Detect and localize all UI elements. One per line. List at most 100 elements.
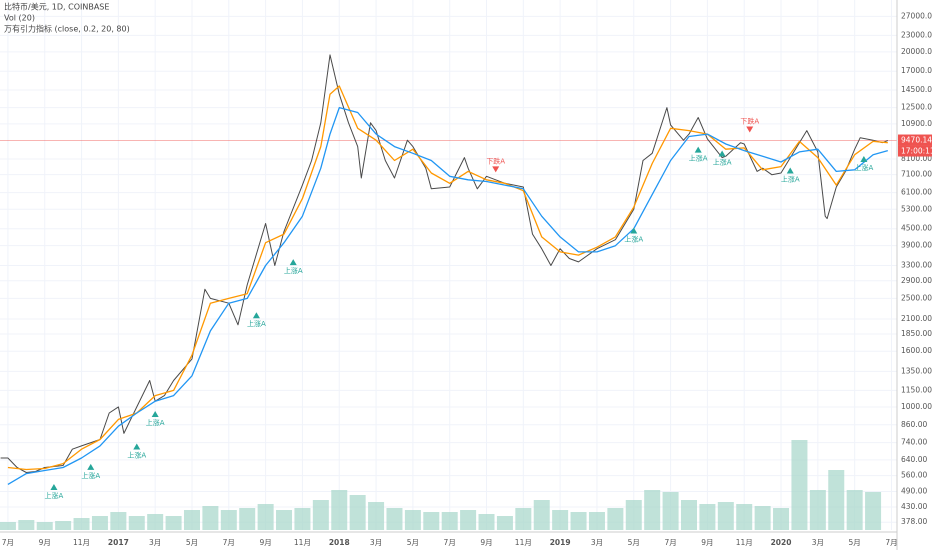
volume-bar xyxy=(588,512,605,530)
signal-marker xyxy=(492,166,500,173)
signal-marker xyxy=(718,150,726,157)
y-tick-label: 1600.00 xyxy=(901,346,932,355)
signals: 上涨A 上涨A 上涨A 上涨A 上涨A 上涨A 下跌A 上涨A 上涨A 上涨A 下跌A 上涨A 上涨A xyxy=(45,116,874,499)
x-tick-label: 2019 xyxy=(550,538,571,547)
x-tick-label: 5月 xyxy=(628,538,640,547)
signal-label: 上涨A xyxy=(781,175,800,184)
volume-bar xyxy=(828,470,845,530)
volume-bar xyxy=(239,508,256,530)
signal-marker xyxy=(746,126,754,133)
x-tick-label: 7月 xyxy=(444,538,456,547)
y-tick-label: 3900.00 xyxy=(901,241,932,250)
y-tick-label: 2100.00 xyxy=(901,314,932,323)
volume-bar xyxy=(754,506,771,530)
signal-label: 上涨A xyxy=(247,319,266,328)
volume-bar xyxy=(18,520,35,530)
signal-marker xyxy=(289,259,297,266)
last-price-label: 9470.14 xyxy=(901,136,932,145)
y-tick-label: 640.00 xyxy=(901,455,927,464)
x-tick-label: 9月 xyxy=(39,538,51,547)
volume-bar xyxy=(846,490,863,530)
y-tick-label: 560.00 xyxy=(901,471,927,480)
series-line xyxy=(7,85,888,471)
signal-label: 上涨A xyxy=(127,450,146,459)
volume-bar xyxy=(368,502,385,530)
signal-label: 下跌A xyxy=(486,156,505,165)
x-tick-label: 5月 xyxy=(849,538,861,547)
signal-marker xyxy=(694,146,702,153)
x-tick-label: 3月 xyxy=(149,538,161,547)
volume-bar xyxy=(183,510,200,530)
volume-bar xyxy=(386,508,403,530)
signal-label: 上涨A xyxy=(689,154,708,163)
y-tick-label: 8100.00 xyxy=(901,154,932,163)
y-tick-label: 1000.00 xyxy=(901,402,932,411)
volume-bar xyxy=(257,504,274,530)
y-tick-label: 20000.00 xyxy=(901,47,932,56)
volume-bar xyxy=(91,516,108,530)
x-tick-label: 11月 xyxy=(736,538,753,547)
y-tick-label: 1350.00 xyxy=(901,366,932,375)
x-tick-label: 3月 xyxy=(812,538,824,547)
series-line xyxy=(7,106,888,485)
chart-title: 比特币/美元, 1D, COINBASE xyxy=(4,2,109,12)
volume-bar xyxy=(441,512,458,530)
x-tick-label: 7月 xyxy=(223,538,235,547)
y-tick-label: 10900.00 xyxy=(901,119,932,128)
y-tick-label: 3300.00 xyxy=(901,260,932,269)
signal-label: 上涨A xyxy=(854,163,873,172)
series-line xyxy=(0,54,888,473)
axes: 27000.00 23000.00 20000.00 17000.00 14500.00… xyxy=(2,11,932,547)
volume-bar xyxy=(680,500,697,530)
volume-bar xyxy=(36,522,53,530)
last-price-box xyxy=(898,134,932,146)
y-tick-label: 860.00 xyxy=(901,420,927,429)
volume-bar xyxy=(276,510,293,530)
volume-bar xyxy=(460,510,477,530)
signal-marker xyxy=(151,410,159,417)
y-tick-label: 378.00 xyxy=(901,517,927,526)
countdown-box xyxy=(898,145,932,157)
volume-bar xyxy=(699,504,716,530)
signal-label: 下跌A xyxy=(740,116,759,125)
x-tick-label: 2017 xyxy=(108,538,129,547)
x-tick-label: 3月 xyxy=(591,538,603,547)
volume-bar xyxy=(515,508,532,530)
signal-label: 上涨A xyxy=(45,491,64,500)
x-tick-label: 7月 xyxy=(664,538,676,547)
signal-marker xyxy=(630,227,638,234)
volume-bar xyxy=(331,490,348,530)
volume-bar xyxy=(202,506,219,530)
y-tick-label: 1850.00 xyxy=(901,329,932,338)
x-tick-label: 3月 xyxy=(370,538,382,547)
y-tick-label: 12500.00 xyxy=(901,103,932,112)
x-tick-label: 9月 xyxy=(701,538,713,547)
volume-bar xyxy=(552,510,569,530)
y-tick-label: 2500.00 xyxy=(901,293,932,302)
volume-bar xyxy=(644,490,661,530)
volume-bar xyxy=(570,512,587,530)
y-tick-label: 27000.00 xyxy=(901,11,932,20)
volume-bar xyxy=(220,510,237,530)
x-tick-label: 9月 xyxy=(480,538,492,547)
y-tick-label: 7100.00 xyxy=(901,170,932,179)
signal-marker xyxy=(252,312,260,319)
signal-label: 上涨A xyxy=(624,235,643,244)
y-tick-label: 5300.00 xyxy=(901,204,932,213)
x-tick-label: 5月 xyxy=(407,538,419,547)
y-tick-label: 14500.00 xyxy=(901,85,932,94)
volume-bar xyxy=(294,508,311,530)
y-tick-label: 17000.00 xyxy=(901,66,932,75)
grid xyxy=(0,0,897,530)
volume-bar xyxy=(128,516,145,530)
y-tick-label: 4500.00 xyxy=(901,224,932,233)
signal-marker xyxy=(87,463,95,470)
y-tick-label: 2900.00 xyxy=(901,276,932,285)
signal-label: 上涨A xyxy=(713,158,732,167)
x-tick-label: 2018 xyxy=(329,538,350,547)
volume-bar xyxy=(423,512,440,530)
volume-bar xyxy=(865,492,882,530)
volume-bar xyxy=(165,516,182,530)
volume-bar xyxy=(533,500,550,530)
volume-bar xyxy=(147,514,164,530)
